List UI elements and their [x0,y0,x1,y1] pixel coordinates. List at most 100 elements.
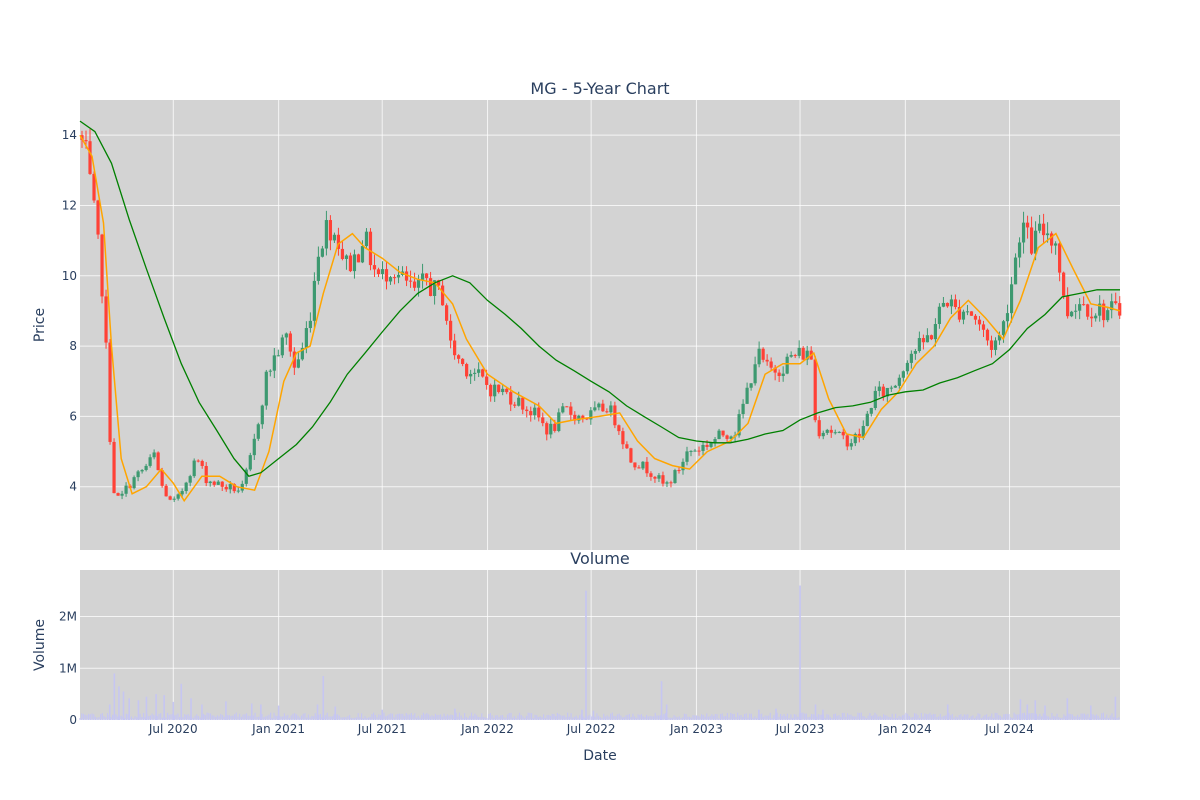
candle-body [685,451,689,462]
volume-bar [975,716,977,720]
candle-body [272,355,276,371]
volume-bar [634,716,636,720]
volume-bar [208,713,210,720]
volume-bar [745,713,747,720]
volume-bar [409,714,411,720]
volume-spike-bar [1026,704,1029,720]
volume-bar [980,718,983,720]
volume-bar [407,714,409,720]
volume-spike-bar [322,676,325,720]
candle-body [232,484,236,492]
candle-body [176,494,180,499]
volume-bar [438,714,440,720]
volume-bar [211,715,213,720]
volume-bar [141,716,143,720]
volume-bar [532,717,534,720]
candle-body [973,315,978,320]
volume-bar [501,715,504,720]
candle-body [184,482,188,492]
volume-bar [455,712,457,720]
volume-bar [1061,717,1063,720]
candle-body [424,273,429,279]
candle-body [164,485,168,497]
candle-body [869,408,873,414]
volume-bar [611,712,613,720]
candle-body [717,430,721,440]
volume-bar [348,714,351,720]
volume-bar [713,715,715,720]
volume-bar [898,715,900,720]
candle-body [1058,243,1062,273]
candle-body [256,424,260,439]
volume-bar [640,714,643,720]
candle-body [917,338,921,352]
volume-bar [518,712,521,720]
volume-spike-bar [113,673,116,720]
candle-body [1114,301,1118,304]
candle-body [436,280,441,286]
candle-body [701,444,705,451]
volume-bar [685,713,687,720]
volume-bar [153,714,155,720]
candle-body [949,299,954,307]
volume-bar [1073,716,1075,720]
volume-bar [100,714,102,720]
candle-body [653,476,657,479]
candle-body [793,355,797,357]
date-tick-label: Jan 2023 [669,722,723,736]
volume-bar [144,717,146,720]
volume-bar [543,714,545,720]
chart-title: MG - 5-Year Chart [530,79,669,98]
candle-body [989,340,994,350]
volume-bar [319,714,321,720]
volume-bar [271,717,273,720]
candle-body [428,278,433,296]
candle-body [244,469,248,484]
volume-bar [470,712,473,720]
volume-bar [1022,713,1024,720]
candle-body [633,462,637,468]
volume-bar [652,716,655,720]
candle-body [757,348,761,365]
candle-body [557,412,561,431]
volume-bar [328,716,330,720]
candle-body [501,388,505,393]
volume-bar [1080,713,1082,720]
volume-bar [273,712,275,720]
volume-bar [613,715,615,720]
volume-bar [982,716,984,720]
volume-bar [761,713,763,720]
candle-body [865,413,869,426]
volume-bar [1004,714,1007,720]
volume-bar [1085,714,1087,720]
candle-body [665,482,669,484]
volume-bar [306,717,308,720]
volume-bar [870,715,873,720]
volume-bar [932,713,935,720]
candle-body [985,329,990,341]
candle-body [388,277,393,282]
volume-bar [845,716,847,720]
volume-bar [330,716,332,720]
volume-bar [419,717,421,720]
volume-bar [280,716,282,720]
volume-bar [199,717,201,720]
candle-body [709,442,713,447]
volume-bar [361,713,363,720]
volume-bar [488,713,490,720]
volume-bar [300,715,303,720]
volume-bar [1032,713,1034,720]
volume-bar [434,713,437,720]
candle-body [841,431,845,436]
candle-body [372,265,377,270]
volume-bar [391,713,394,720]
volume-bar [548,714,550,720]
price-tick-label: 10 [62,269,77,283]
candle-body [1017,242,1022,258]
volume-bar [623,716,625,720]
candle-body [220,481,224,487]
volume-bar [587,715,589,720]
volume-bar [893,717,895,720]
volume-bar [397,713,399,720]
candle-body [216,481,220,485]
